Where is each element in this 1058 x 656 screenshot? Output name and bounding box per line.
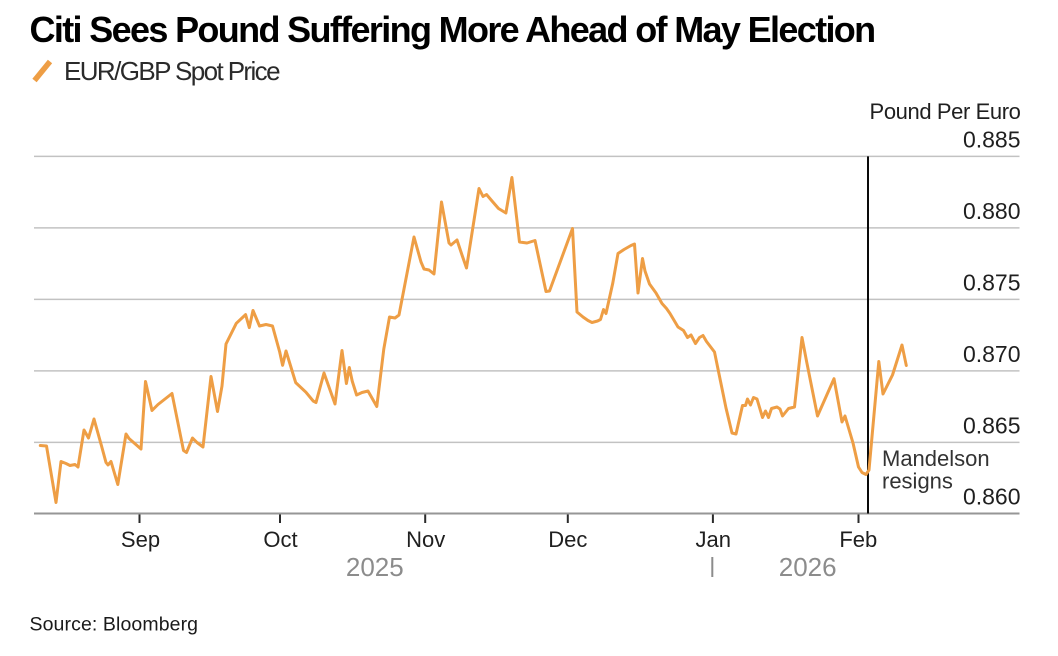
svg-text:Jan: Jan	[695, 527, 730, 552]
svg-text:Dec: Dec	[548, 527, 587, 552]
svg-text:Sep: Sep	[121, 527, 160, 552]
svg-text:2026: 2026	[779, 552, 837, 582]
svg-text:Feb: Feb	[839, 527, 877, 552]
svg-text:Pound Per Euro: Pound Per Euro	[870, 99, 1021, 124]
svg-text:resigns: resigns	[882, 469, 953, 494]
svg-text:0.880: 0.880	[963, 198, 1021, 224]
svg-text:0.860: 0.860	[963, 484, 1021, 510]
svg-text:0.865: 0.865	[963, 412, 1021, 438]
svg-text:EUR/GBP Spot Price: EUR/GBP Spot Price	[64, 56, 280, 86]
svg-text:0.870: 0.870	[963, 341, 1021, 367]
svg-text:Oct: Oct	[263, 527, 297, 552]
svg-text:Source: Bloomberg: Source: Bloomberg	[30, 614, 199, 636]
svg-text:2025: 2025	[346, 552, 404, 582]
svg-text:0.885: 0.885	[963, 126, 1021, 152]
svg-text:Citi Sees Pound Suffering More: Citi Sees Pound Suffering More Ahead of …	[30, 9, 875, 50]
svg-text:0.875: 0.875	[963, 269, 1021, 295]
svg-text:Mandelson: Mandelson	[882, 446, 990, 471]
svg-text:Nov: Nov	[406, 527, 445, 552]
